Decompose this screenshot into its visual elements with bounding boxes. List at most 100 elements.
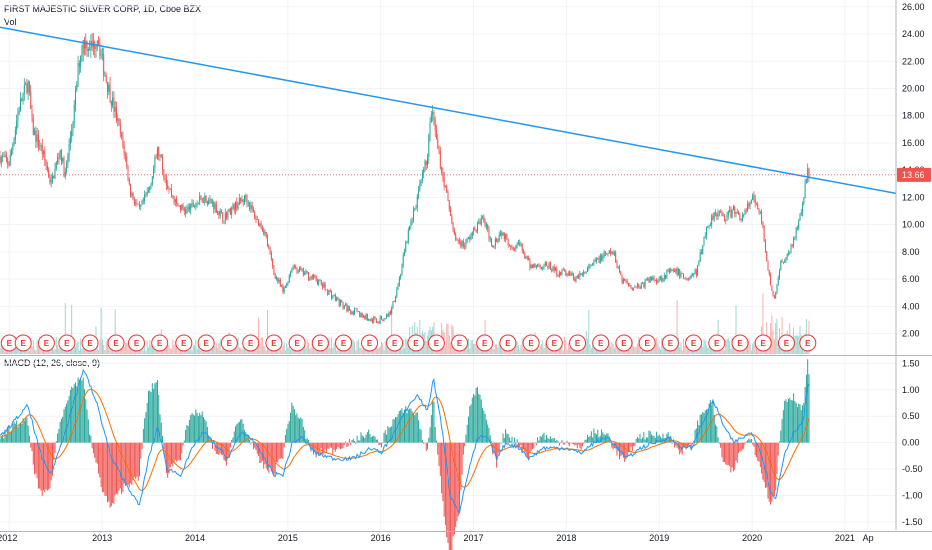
candle-body xyxy=(66,163,68,172)
macd-histogram-bar xyxy=(480,399,482,443)
volume-bar xyxy=(232,348,234,354)
candle-body xyxy=(567,273,569,276)
candle-body xyxy=(648,278,650,283)
macd-histogram-bar xyxy=(570,442,572,444)
earnings-marker-circle xyxy=(615,334,633,352)
macd-histogram-bar xyxy=(416,412,418,443)
macd-histogram-bar xyxy=(488,427,490,443)
candle-body xyxy=(610,250,612,254)
macd-histogram-bar xyxy=(479,395,481,443)
volume-bar xyxy=(387,343,389,354)
macd-histogram-bar xyxy=(313,442,315,455)
candle-body xyxy=(599,255,601,263)
candle-body xyxy=(82,40,84,54)
volume-bar xyxy=(76,342,78,354)
volume-bar xyxy=(727,337,729,354)
macd-histogram-bar xyxy=(592,437,594,443)
candle-body xyxy=(359,311,361,318)
candle-body xyxy=(311,275,313,279)
volume-bar xyxy=(130,345,132,354)
volume-bar xyxy=(135,349,137,354)
volume-bar xyxy=(293,350,295,354)
candle-body xyxy=(357,311,359,312)
candle-body xyxy=(144,194,146,201)
macd-histogram-bar xyxy=(690,442,692,451)
candle-body xyxy=(149,186,151,191)
volume-bar xyxy=(238,347,240,354)
candle-body xyxy=(741,215,743,220)
volume-bar xyxy=(604,348,606,354)
candle-body xyxy=(758,209,760,213)
candle-body xyxy=(466,238,468,241)
candle-body xyxy=(392,301,394,309)
candle-body xyxy=(118,118,120,125)
candle-body xyxy=(639,286,641,289)
macd-histogram-bar xyxy=(562,442,564,445)
earnings-marker: E xyxy=(81,334,99,352)
volume-bar xyxy=(383,349,385,354)
candle-body xyxy=(83,40,85,49)
macd-histogram-bar xyxy=(232,437,234,443)
earnings-marker-label: E xyxy=(761,339,767,348)
candle-body xyxy=(108,84,110,92)
volume-bar xyxy=(356,341,358,354)
macd-histogram-bar xyxy=(338,442,340,448)
macd-histogram-bar xyxy=(62,416,64,443)
macd-histogram-bar xyxy=(608,436,610,443)
candle-body xyxy=(284,286,286,288)
volume-bar xyxy=(722,348,724,354)
macd-tick-label: -1.00 xyxy=(902,491,923,501)
candle-body xyxy=(452,223,454,231)
volume-bar xyxy=(258,317,260,354)
macd-histogram-bar xyxy=(434,427,436,443)
candle-body xyxy=(787,252,789,254)
macd-tick-label: 1.50 xyxy=(902,358,920,368)
candle-body xyxy=(151,176,153,185)
macd-histogram-bar xyxy=(388,427,390,443)
volume-bar xyxy=(355,350,357,354)
volume-bar xyxy=(273,350,275,354)
macd-histogram-bar xyxy=(393,419,395,443)
macd-histogram-bar xyxy=(553,437,555,443)
macd-histogram-bar xyxy=(369,433,371,443)
trendline[interactable] xyxy=(0,26,897,195)
volume-bar xyxy=(307,342,309,354)
candle-body xyxy=(437,138,439,149)
candle-body xyxy=(360,313,362,318)
candle-body xyxy=(80,55,82,67)
candle-body xyxy=(197,202,199,204)
macd-histogram-bar xyxy=(135,442,137,479)
candle-body xyxy=(205,196,207,202)
volume-bar xyxy=(796,335,798,354)
candle-body xyxy=(355,307,357,309)
candle-body xyxy=(281,285,283,287)
macd-histogram-bar xyxy=(446,442,448,538)
macd-histogram-bar xyxy=(132,442,134,481)
earnings-marker-circle xyxy=(151,334,169,352)
volume-bar xyxy=(361,349,363,354)
volume-bar xyxy=(546,343,548,354)
macd-histogram-bar xyxy=(274,442,276,474)
macd-histogram-bar xyxy=(808,374,810,443)
volume-bar xyxy=(128,345,130,354)
volume-bar xyxy=(732,347,734,354)
macd-histogram-bar xyxy=(633,442,635,447)
macd-histogram-bar xyxy=(749,439,751,443)
macd-histogram-bar xyxy=(19,423,21,443)
candle-body xyxy=(523,250,525,254)
macd-histogram-bar xyxy=(711,404,713,443)
candle-body xyxy=(177,202,179,206)
candle-body xyxy=(519,242,521,245)
candle-body xyxy=(630,285,632,289)
candle-body xyxy=(146,192,148,196)
macd-histogram-bar xyxy=(544,439,546,443)
candle-body xyxy=(441,167,443,172)
candle-body xyxy=(493,245,495,248)
earnings-marker-label: E xyxy=(737,339,743,348)
macd-histogram-bar xyxy=(771,442,773,502)
volume-bar xyxy=(72,349,74,354)
volume-bar xyxy=(661,338,663,354)
candle-body xyxy=(735,211,737,214)
macd-histogram-bar xyxy=(444,442,446,525)
